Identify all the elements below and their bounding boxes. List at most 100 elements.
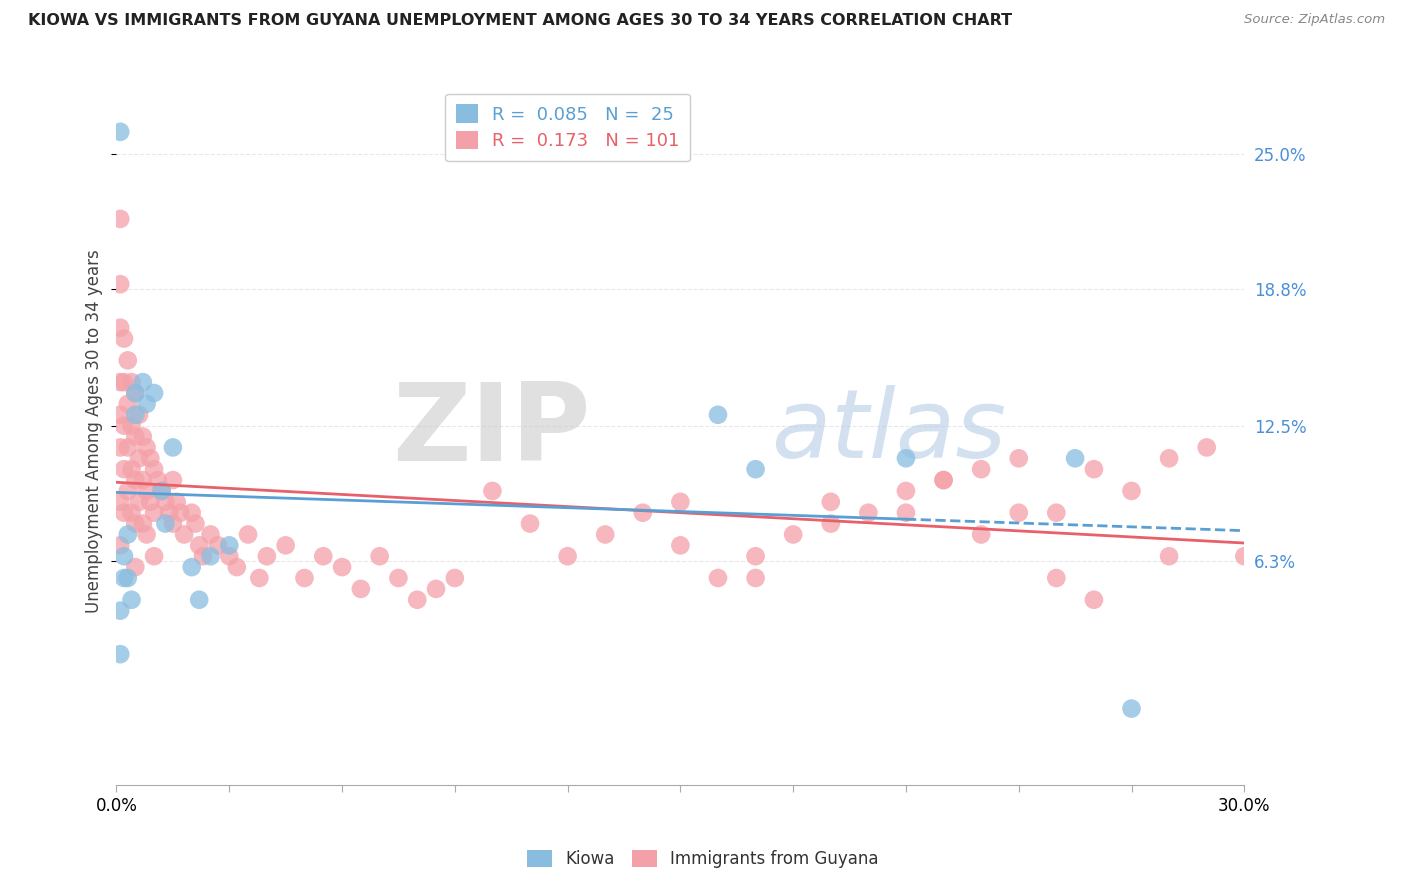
- Point: [200, 527, 222, 541]
- Point: [669, 495, 692, 509]
- Point: [124, 408, 146, 422]
- Point: [932, 473, 955, 487]
- Point: [117, 441, 139, 455]
- Point: [139, 451, 162, 466]
- Point: [110, 441, 132, 455]
- Point: [1008, 506, 1031, 520]
- Point: [631, 506, 654, 520]
- Point: [110, 375, 132, 389]
- Point: [110, 125, 132, 139]
- Y-axis label: Unemployment Among Ages 30 to 34 years: Unemployment Among Ages 30 to 34 years: [86, 249, 103, 613]
- Point: [443, 571, 465, 585]
- Point: [1195, 441, 1218, 455]
- Point: [162, 473, 184, 487]
- Point: [1083, 462, 1105, 476]
- Point: [143, 386, 166, 401]
- Point: [112, 549, 135, 564]
- Legend: Kiowa, Immigrants from Guyana: Kiowa, Immigrants from Guyana: [520, 843, 886, 875]
- Point: [124, 516, 146, 531]
- Point: [135, 441, 157, 455]
- Point: [117, 527, 139, 541]
- Point: [162, 441, 184, 455]
- Point: [162, 516, 184, 531]
- Point: [143, 462, 166, 476]
- Point: [112, 375, 135, 389]
- Point: [1008, 451, 1031, 466]
- Point: [112, 332, 135, 346]
- Point: [744, 462, 766, 476]
- Point: [406, 592, 429, 607]
- Point: [157, 506, 180, 520]
- Point: [110, 277, 132, 292]
- Point: [1083, 592, 1105, 607]
- Point: [312, 549, 335, 564]
- Point: [155, 516, 177, 531]
- Point: [593, 527, 616, 541]
- Text: KIOWA VS IMMIGRANTS FROM GUYANA UNEMPLOYMENT AMONG AGES 30 TO 34 YEARS CORRELATI: KIOWA VS IMMIGRANTS FROM GUYANA UNEMPLOY…: [28, 13, 1012, 29]
- Point: [121, 506, 143, 520]
- Point: [894, 506, 917, 520]
- Point: [191, 549, 214, 564]
- Point: [557, 549, 579, 564]
- Point: [256, 549, 278, 564]
- Point: [110, 320, 132, 334]
- Point: [932, 473, 955, 487]
- Point: [124, 386, 146, 401]
- Point: [1045, 571, 1067, 585]
- Point: [1121, 701, 1143, 715]
- Point: [218, 538, 240, 552]
- Point: [1159, 451, 1181, 466]
- Text: atlas: atlas: [770, 384, 1005, 477]
- Point: [117, 397, 139, 411]
- Point: [166, 495, 188, 509]
- Point: [188, 538, 211, 552]
- Point: [236, 527, 259, 541]
- Point: [970, 462, 993, 476]
- Point: [128, 451, 150, 466]
- Point: [858, 506, 880, 520]
- Point: [124, 429, 146, 443]
- Point: [744, 571, 766, 585]
- Point: [294, 571, 316, 585]
- Point: [132, 429, 155, 443]
- Legend: R =  0.085   N =  25, R =  0.173   N = 101: R = 0.085 N = 25, R = 0.173 N = 101: [446, 94, 690, 161]
- Point: [110, 604, 132, 618]
- Point: [112, 418, 135, 433]
- Point: [970, 527, 993, 541]
- Point: [112, 462, 135, 476]
- Point: [110, 538, 132, 552]
- Point: [184, 516, 207, 531]
- Point: [121, 418, 143, 433]
- Point: [121, 375, 143, 389]
- Point: [707, 571, 730, 585]
- Point: [218, 549, 240, 564]
- Point: [139, 495, 162, 509]
- Point: [110, 408, 132, 422]
- Point: [820, 495, 842, 509]
- Point: [143, 506, 166, 520]
- Point: [110, 647, 132, 661]
- Point: [143, 549, 166, 564]
- Point: [112, 506, 135, 520]
- Point: [110, 211, 132, 226]
- Point: [207, 538, 229, 552]
- Point: [150, 483, 173, 498]
- Point: [117, 483, 139, 498]
- Point: [387, 571, 409, 585]
- Point: [1121, 483, 1143, 498]
- Point: [117, 353, 139, 368]
- Text: ZIP: ZIP: [392, 378, 591, 484]
- Point: [425, 582, 447, 596]
- Point: [669, 538, 692, 552]
- Point: [135, 397, 157, 411]
- Point: [132, 375, 155, 389]
- Point: [124, 473, 146, 487]
- Point: [481, 483, 503, 498]
- Point: [1064, 451, 1087, 466]
- Point: [330, 560, 353, 574]
- Point: [117, 571, 139, 585]
- Point: [368, 549, 391, 564]
- Point: [180, 506, 202, 520]
- Point: [135, 483, 157, 498]
- Point: [132, 473, 155, 487]
